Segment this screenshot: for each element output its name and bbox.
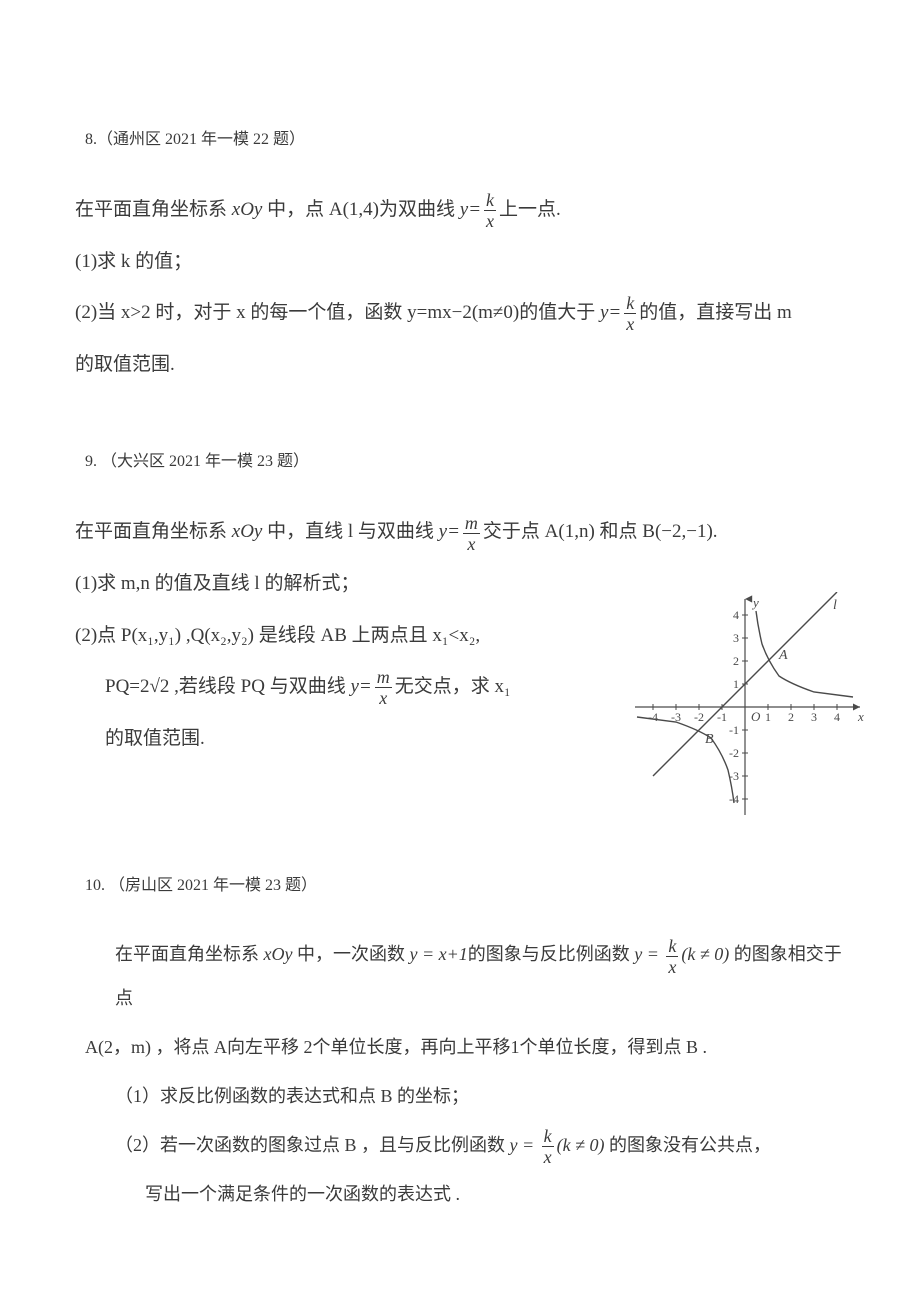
text: y=: [600, 302, 621, 323]
text: 上一点.: [499, 199, 561, 220]
text: 中，点: [262, 199, 329, 220]
text: （2）若一次函数的图象过点 B ，且与反比例函数: [115, 1135, 510, 1155]
text: y =: [510, 1135, 539, 1155]
numerator: m: [375, 668, 392, 688]
ytick: -2: [729, 746, 739, 760]
text: xOy: [232, 521, 263, 542]
point-a-label: A: [778, 648, 788, 663]
text: (k ≠ 0): [557, 1135, 605, 1155]
fraction: kx: [624, 294, 636, 333]
question-2: (2)当 x>2 时，对于 x 的每一个值，函数 y=mx−2(m≠0)的值大于…: [75, 290, 845, 336]
fraction: kx: [666, 937, 678, 976]
text: 中，直线 l 与双曲线: [262, 521, 438, 542]
question-2-cont: 的取值范围.: [75, 342, 845, 388]
text: y=: [460, 199, 481, 220]
problem-intro-line2: A(2，m) ，将点 A向左平移 2个单位长度，再向上平移1个单位长度，得到点 …: [85, 1026, 845, 1069]
text: 中，一次函数: [292, 944, 409, 964]
numerator: k: [484, 191, 496, 211]
problem-intro: 在平面直角坐标系 xOy 中，直线 l 与双曲线 y=mx交于点 A(1,n) …: [75, 509, 845, 555]
xtick: -2: [694, 710, 704, 724]
xtick: -4: [648, 710, 658, 724]
text: 的值，直接写出 m: [639, 302, 792, 323]
text: 在平面直角坐标系: [75, 199, 232, 220]
question-2: （2）若一次函数的图象过点 B ，且与反比例函数 y = kx(k ≠ 0) 的…: [115, 1124, 845, 1167]
ytick: 3: [733, 631, 739, 645]
numerator: k: [666, 937, 678, 957]
text: 无交点，求 x₁: [395, 676, 511, 697]
fraction: mx: [375, 668, 392, 707]
xtick: -1: [717, 710, 727, 724]
x-axis-label: x: [857, 709, 864, 724]
ytick: -1: [729, 723, 739, 737]
fraction: kx: [542, 1127, 554, 1166]
problem-intro: 在平面直角坐标系 xOy 中，点 A(1,4)为双曲线 y=kx上一点.: [75, 187, 845, 233]
text: 交于点 A(1,n) 和点 B(−2,−1).: [483, 521, 718, 542]
denominator: x: [542, 1147, 554, 1166]
text: (2)当 x>2 时，对于 x 的每一个值，函数 y=mx−2(m≠0)的值大于: [75, 302, 600, 323]
denominator: x: [463, 534, 480, 553]
point-b-label: B: [705, 732, 714, 747]
denominator: x: [666, 957, 678, 976]
problem-source: 10. （房山区 2021 年一模 23 题）: [85, 871, 845, 895]
text: 的图象没有公共点，: [605, 1135, 772, 1155]
text: 在平面直角坐标系: [75, 521, 232, 542]
text: PQ=2√2 ,若线段 PQ 与双曲线: [105, 676, 350, 697]
numerator: k: [624, 294, 636, 314]
xtick: 3: [811, 710, 817, 724]
origin-label: O: [751, 709, 761, 724]
fraction: mx: [463, 514, 480, 553]
question-1: (1)求 k 的值；: [75, 239, 845, 285]
text: y = x+1: [409, 944, 467, 964]
xtick: 1: [765, 710, 771, 724]
denominator: x: [484, 211, 496, 230]
xtick: 2: [788, 710, 794, 724]
denominator: x: [375, 688, 392, 707]
text: 在平面直角坐标系: [115, 944, 264, 964]
text: y=: [350, 676, 371, 697]
question-1: （1）求反比例函数的表达式和点 B 的坐标；: [115, 1075, 845, 1118]
hyperbola-branch-2: [637, 717, 734, 803]
problem-9: 9. （大兴区 2021 年一模 23 题） 在平面直角坐标系 xOy 中，直线…: [75, 447, 845, 761]
text: 的图象与反比例函数: [468, 944, 635, 964]
text: y=: [439, 521, 460, 542]
text: A(1,4)为双曲线: [329, 199, 460, 220]
numerator: m: [463, 514, 480, 534]
y-axis-label: y: [751, 595, 759, 610]
question-2-line2: 写出一个满足条件的一次函数的表达式 .: [145, 1173, 845, 1216]
graph-svg: 1 2 3 4 -1 -2 -3 -4 1 2 3 4 -1 -2 -3 -4: [625, 592, 865, 822]
problem-source: 9. （大兴区 2021 年一模 23 题）: [85, 447, 845, 471]
numerator: k: [542, 1127, 554, 1147]
text: (k ≠ 0): [681, 944, 729, 964]
problem-10: 10. （房山区 2021 年一模 23 题） 在平面直角坐标系 xOy 中，一…: [75, 871, 845, 1216]
ytick: 4: [733, 608, 739, 622]
ytick: 1: [733, 677, 739, 691]
problem-intro: 在平面直角坐标系 xOy 中，一次函数 y = x+1的图象与反比例函数 y =…: [115, 933, 845, 1019]
problem-8: 8.（通州区 2021 年一模 22 题） 在平面直角坐标系 xOy 中，点 A…: [75, 125, 845, 387]
denominator: x: [624, 314, 636, 333]
graph-figure: 1 2 3 4 -1 -2 -3 -4 1 2 3 4 -1 -2 -3 -4: [625, 592, 865, 827]
line-label: l: [833, 598, 837, 613]
text: y =: [634, 944, 663, 964]
text: xOy: [232, 199, 263, 220]
fraction: kx: [484, 191, 496, 230]
ytick: 2: [733, 654, 739, 668]
text: xOy: [264, 944, 293, 964]
xtick: 4: [834, 710, 840, 724]
problem-source: 8.（通州区 2021 年一模 22 题）: [85, 125, 845, 149]
